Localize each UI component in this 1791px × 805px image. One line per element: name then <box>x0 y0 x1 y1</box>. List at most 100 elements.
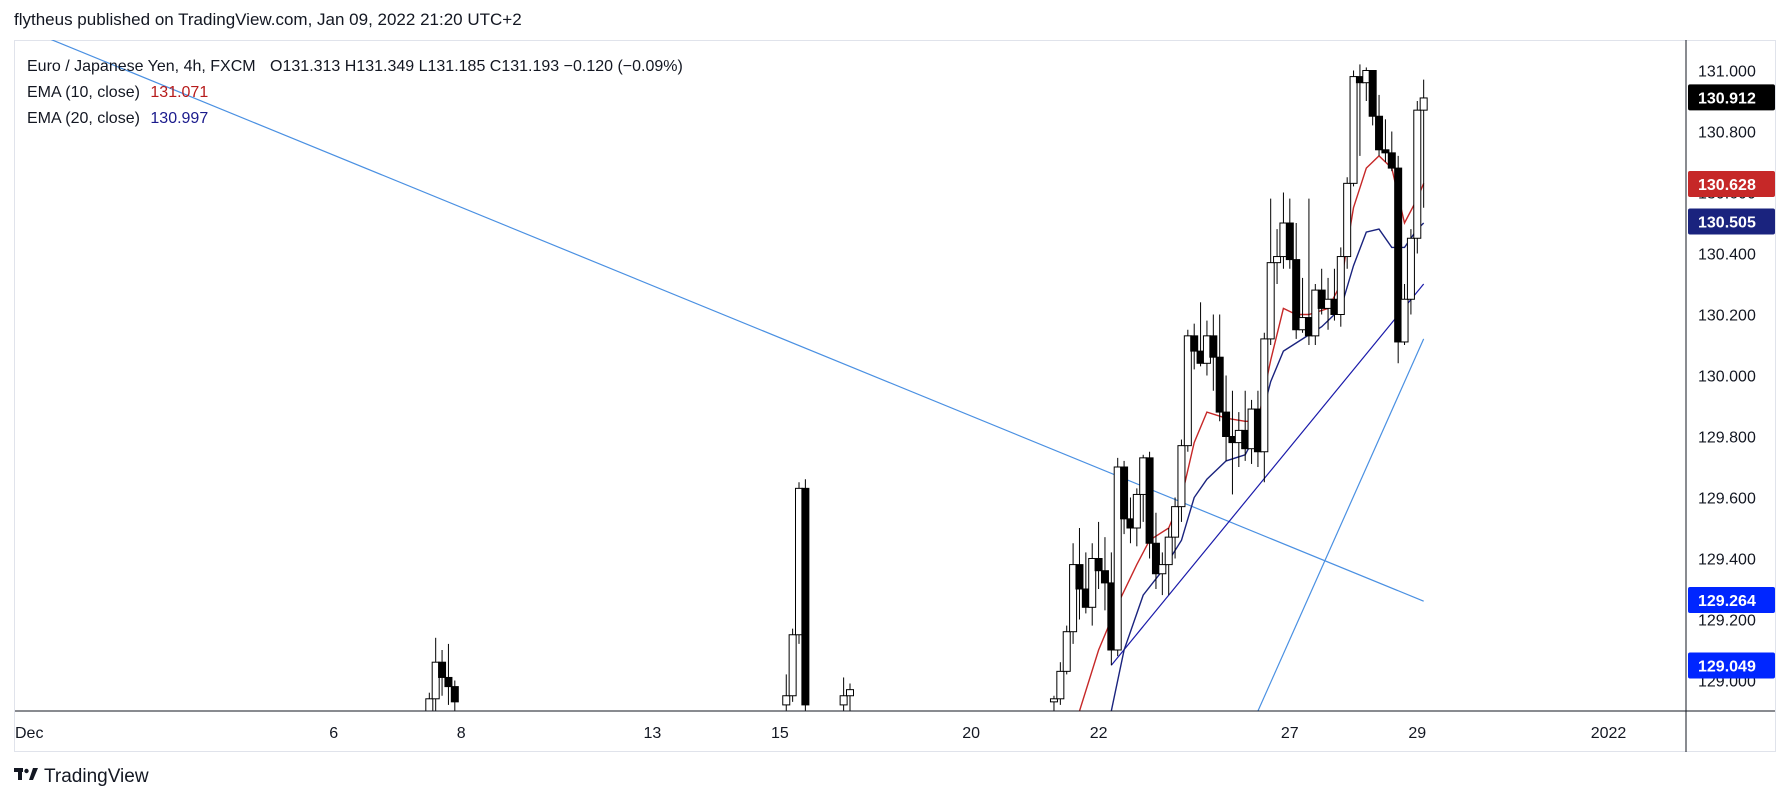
candle-body <box>1075 564 1084 590</box>
x-tick-label: 22 <box>1090 725 1108 742</box>
candle-body <box>1343 182 1352 258</box>
candle-body <box>1368 70 1377 117</box>
candle-body <box>1151 542 1160 575</box>
candle-body <box>1056 670 1065 700</box>
price-label-tag <box>1688 652 1775 679</box>
y-tick-label: 130.000 <box>1698 369 1756 386</box>
candle-body <box>1049 698 1058 703</box>
candle-body <box>1177 445 1186 508</box>
price-label-text: 129.049 <box>1698 659 1756 676</box>
trendline-3 <box>1257 338 1425 711</box>
candle-body <box>444 676 453 688</box>
candle-body <box>1120 466 1129 520</box>
candle-body <box>1285 222 1294 261</box>
candle-body <box>1273 256 1282 264</box>
y-tick-label: 129.400 <box>1698 552 1756 569</box>
publisher-line: flytheus published on TradingView.com, J… <box>14 10 522 29</box>
candle-body <box>1215 356 1224 413</box>
y-tick-label: 130.800 <box>1698 125 1756 142</box>
tradingview-brand[interactable]: TradingView <box>14 766 149 788</box>
trendline-2 <box>1110 283 1425 666</box>
candle-body <box>1132 493 1141 529</box>
y-tick-label: 129.600 <box>1698 491 1756 508</box>
tv-logo-glyph <box>14 768 38 780</box>
candle-body <box>846 689 854 697</box>
ema10-label: EMA (10, close) <box>27 84 140 101</box>
price-label-tag <box>1688 208 1775 235</box>
chart-legend: Euro / Japanese Yen, 4h, FXCM O131.313 H… <box>27 54 683 132</box>
price-label-tag <box>1688 170 1775 197</box>
x-tick-label: 20 <box>962 725 980 742</box>
candle-body <box>1062 631 1071 672</box>
y-tick-label: 129.800 <box>1698 430 1756 447</box>
ohlc-values: O131.313 H131.349 L131.185 C131.193 −0.1… <box>270 58 683 75</box>
price-label-tag <box>1688 586 1775 613</box>
candle-body <box>1260 338 1269 453</box>
candle-body <box>1375 115 1384 151</box>
price-label-text: 130.628 <box>1698 177 1756 194</box>
y-tick-label: 130.400 <box>1698 247 1756 264</box>
candle-body <box>1209 335 1218 358</box>
candle-body <box>839 695 848 706</box>
candle-body <box>1158 564 1167 575</box>
price-label-text: 130.505 <box>1698 214 1756 231</box>
x-tick-label: 27 <box>1281 725 1299 742</box>
price-label-text: 129.264 <box>1698 593 1756 610</box>
x-tick-label: Dec <box>15 725 43 742</box>
trendline-1 <box>50 40 1424 602</box>
tradingview-logo-icon <box>14 766 38 788</box>
x-tick-label: 2022 <box>1591 725 1627 742</box>
candle-body <box>1069 564 1078 633</box>
y-tick-label: 129.200 <box>1698 613 1756 630</box>
chart-frame <box>14 40 1776 752</box>
candle-body <box>1266 262 1275 340</box>
x-tick-label: 6 <box>329 725 338 742</box>
candle-body <box>1164 536 1173 566</box>
candle-body <box>1183 335 1192 447</box>
candle-body <box>1113 466 1122 651</box>
candle-body <box>1190 335 1199 352</box>
candle-body <box>1336 256 1345 315</box>
legend-ema20-row[interactable]: EMA (20, close) 130.997 <box>27 106 683 132</box>
candle-body <box>450 686 459 703</box>
y-tick-label: 131.000 <box>1698 64 1756 81</box>
candle-body <box>1145 457 1154 544</box>
candle-body <box>1413 109 1422 239</box>
candle-body <box>1100 570 1109 584</box>
x-tick-label: 29 <box>1408 725 1426 742</box>
tradingview-name: TradingView <box>44 766 149 787</box>
ema20-label: EMA (20, close) <box>27 110 140 127</box>
candle-body <box>782 695 791 706</box>
candle-body <box>1381 149 1390 154</box>
legend-ema10-row[interactable]: EMA (10, close) 131.071 <box>27 80 683 106</box>
x-tick-label: 15 <box>771 725 789 742</box>
candle-body <box>801 487 810 706</box>
x-tick-label: 13 <box>644 725 662 742</box>
candle-body <box>1171 506 1180 538</box>
x-tick-label: 8 <box>457 725 466 742</box>
legend-symbol-row: Euro / Japanese Yen, 4h, FXCM O131.313 H… <box>27 54 683 80</box>
candle-body <box>1094 558 1103 572</box>
ema20-value: 130.997 <box>150 110 209 127</box>
candle-body <box>1406 237 1415 300</box>
price-label-tag <box>1688 84 1775 111</box>
candle-body <box>431 661 440 700</box>
candle-body <box>1387 152 1396 169</box>
price-label-text: 130.912 <box>1698 90 1756 107</box>
candle-body <box>1394 167 1403 343</box>
candle-body <box>1292 259 1301 331</box>
candle-body <box>438 661 447 678</box>
candle-body <box>425 698 434 711</box>
candle-body <box>1349 76 1358 184</box>
candle-body <box>1222 411 1231 438</box>
candle-body <box>1088 558 1097 608</box>
candle-body <box>788 634 797 697</box>
symbol-label[interactable]: Euro / Japanese Yen, 4h, FXCM <box>27 58 256 75</box>
plot-area <box>50 40 1428 711</box>
candle-body <box>1311 289 1320 337</box>
y-tick-label: 130.200 <box>1698 308 1756 325</box>
candle-body <box>1419 97 1428 111</box>
ema10-value: 131.071 <box>150 84 209 101</box>
candle-body <box>1400 298 1409 343</box>
